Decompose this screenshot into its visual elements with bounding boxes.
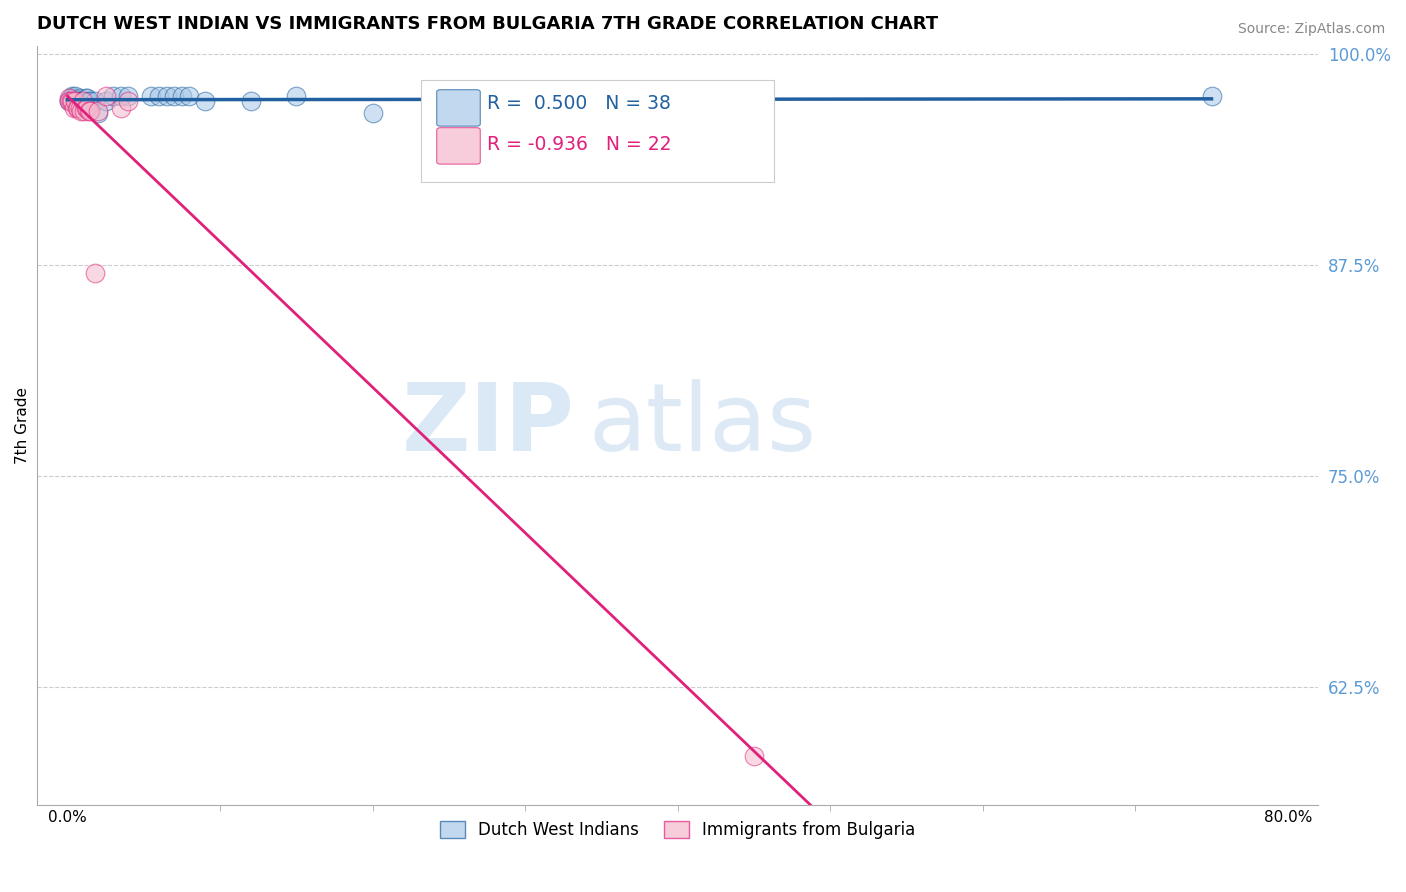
- Point: [87, 106, 110, 120]
- Point: [194, 95, 217, 109]
- Point: [70, 104, 93, 119]
- Point: [163, 89, 186, 103]
- Point: [58, 95, 80, 109]
- Point: [59, 95, 82, 109]
- Point: [94, 89, 117, 103]
- Point: [65, 93, 87, 107]
- Point: [60, 89, 83, 103]
- Point: [84, 95, 107, 109]
- Text: atlas: atlas: [588, 379, 815, 471]
- Point: [69, 101, 91, 115]
- Point: [75, 101, 97, 115]
- Text: DUTCH WEST INDIAN VS IMMIGRANTS FROM BULGARIA 7TH GRADE CORRELATION CHART: DUTCH WEST INDIAN VS IMMIGRANTS FROM BUL…: [37, 15, 938, 33]
- Point: [170, 89, 193, 103]
- Point: [73, 95, 96, 109]
- Legend: Dutch West Indians, Immigrants from Bulgaria: Dutch West Indians, Immigrants from Bulg…: [433, 814, 922, 846]
- Y-axis label: 7th Grade: 7th Grade: [15, 387, 30, 464]
- Text: R = -0.936   N = 22: R = -0.936 N = 22: [486, 135, 671, 153]
- Point: [62, 91, 84, 105]
- Point: [58, 93, 80, 107]
- Point: [67, 101, 90, 115]
- Point: [742, 749, 765, 764]
- Point: [72, 95, 94, 109]
- Text: Source: ZipAtlas.com: Source: ZipAtlas.com: [1237, 22, 1385, 37]
- Point: [79, 95, 101, 109]
- Point: [60, 95, 83, 109]
- Point: [76, 101, 98, 115]
- Point: [63, 95, 86, 109]
- Point: [73, 104, 96, 119]
- Point: [63, 89, 86, 103]
- Point: [117, 89, 139, 103]
- Text: ZIP: ZIP: [402, 379, 575, 471]
- Point: [84, 267, 107, 281]
- Point: [65, 95, 87, 109]
- Point: [361, 106, 384, 120]
- Point: [285, 89, 308, 103]
- Point: [1201, 89, 1223, 103]
- Point: [179, 89, 201, 103]
- Point: [67, 93, 90, 107]
- Point: [59, 91, 82, 105]
- Point: [110, 89, 132, 103]
- Point: [58, 95, 80, 109]
- Point: [110, 101, 132, 115]
- Point: [155, 89, 177, 103]
- Point: [117, 95, 139, 109]
- Point: [103, 89, 125, 103]
- Point: [58, 91, 80, 105]
- Text: R =  0.500   N = 38: R = 0.500 N = 38: [486, 94, 671, 112]
- Point: [513, 95, 536, 109]
- FancyBboxPatch shape: [437, 128, 481, 164]
- Point: [72, 95, 94, 109]
- Point: [77, 95, 100, 109]
- Point: [59, 95, 82, 109]
- Point: [239, 95, 262, 109]
- Point: [70, 95, 93, 109]
- Point: [141, 89, 163, 103]
- Point: [62, 93, 84, 107]
- Point: [79, 104, 101, 119]
- Point: [75, 91, 97, 105]
- Point: [148, 89, 170, 103]
- FancyBboxPatch shape: [422, 80, 773, 182]
- Point: [65, 101, 87, 115]
- FancyBboxPatch shape: [437, 90, 481, 126]
- Point: [77, 104, 100, 119]
- Point: [69, 91, 91, 105]
- Point: [62, 101, 84, 115]
- Point: [69, 95, 91, 109]
- Point: [87, 104, 110, 119]
- Point: [76, 91, 98, 105]
- Point: [94, 95, 117, 109]
